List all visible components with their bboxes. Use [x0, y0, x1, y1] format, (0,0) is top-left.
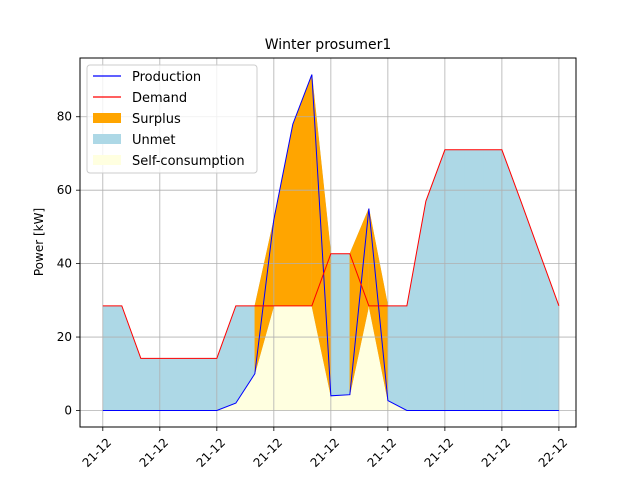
y-tick-label: 40: [57, 257, 72, 271]
unmet-area: [140, 358, 161, 411]
legend-unmet-label: Unmet: [132, 133, 176, 148]
unmet-area: [387, 305, 408, 411]
unmet-area: [159, 358, 180, 411]
unmet-area: [102, 305, 123, 411]
unmet-area: [482, 149, 503, 411]
axes-frame: [79, 57, 577, 428]
legend-box: [86, 64, 258, 174]
y-tick-label: 80: [57, 110, 72, 124]
unmet-area: [330, 253, 351, 397]
legend-self-consumption-label: Self-consumption: [132, 154, 245, 169]
legend-self-consumption-swatch: [93, 155, 121, 165]
y-tick-label: 60: [57, 183, 72, 197]
self-consumption-area: [330, 394, 351, 411]
chart-title: Winter prosumer1: [265, 37, 392, 53]
line-layer: [102, 74, 560, 411]
legend-demand-label: Demand: [132, 91, 187, 106]
legend-surplus-swatch: [93, 113, 121, 123]
production-line: [102, 74, 559, 411]
legend-production-label: Production: [132, 70, 201, 85]
self-consumption-area: [273, 305, 294, 411]
y-axis-label: Power [kW]: [32, 208, 46, 276]
unmet-area: [444, 149, 465, 411]
legend-surplus-label: Surplus: [132, 112, 181, 127]
unmet-area: [178, 358, 199, 411]
legend-unmet-swatch: [93, 134, 121, 144]
y-tick-label: 20: [57, 330, 72, 344]
legend: Production Demand Surplus Unmet Self-consump…: [86, 64, 258, 174]
unmet-area: [197, 358, 218, 411]
self-consumption-area: [292, 305, 313, 411]
unmet-area: [463, 149, 484, 411]
y-tick-label: 0: [64, 403, 72, 417]
grid-layer: [80, 58, 576, 427]
demand-line: [102, 149, 560, 359]
